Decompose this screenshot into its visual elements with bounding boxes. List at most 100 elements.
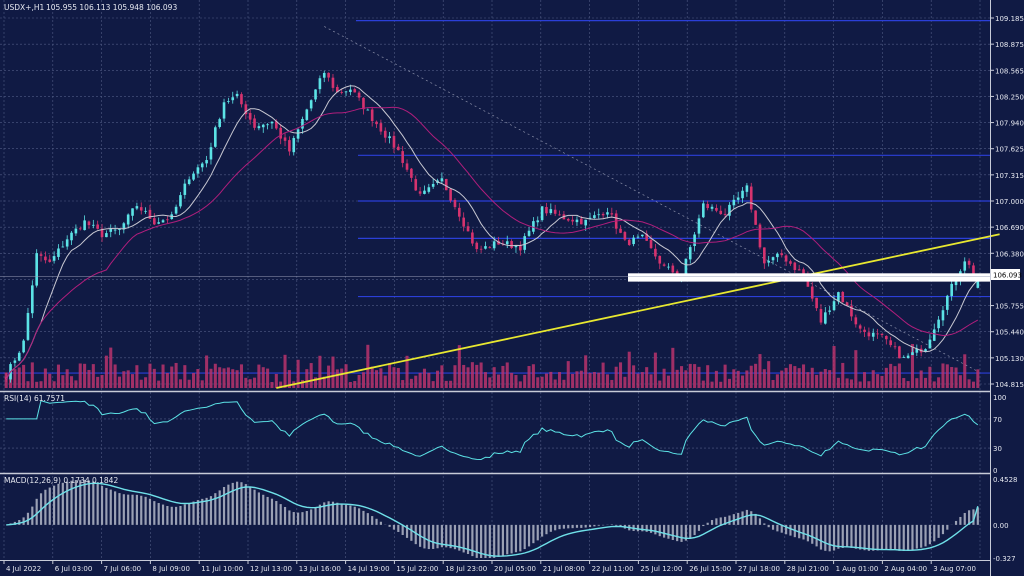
volume-bar xyxy=(889,363,893,388)
candle-body xyxy=(331,77,335,88)
volume-bar xyxy=(741,375,745,388)
time-tick-label: 7 Jul 06:00 xyxy=(104,565,142,573)
candle-body xyxy=(649,239,653,249)
volume-bar xyxy=(823,369,827,388)
macd-bar xyxy=(127,494,130,525)
macd-bar xyxy=(702,524,705,527)
volume-bar xyxy=(396,367,400,388)
macd-bar xyxy=(880,524,884,551)
volume-bar xyxy=(666,375,670,388)
volume-bar xyxy=(314,377,318,388)
macd-bar xyxy=(240,482,243,525)
macd-bar xyxy=(824,524,827,551)
candle-body xyxy=(279,127,282,139)
candle-body xyxy=(654,248,657,257)
volume-bar xyxy=(322,376,326,388)
volume-bar xyxy=(906,381,910,388)
rsi-path xyxy=(6,399,979,461)
volume-bar xyxy=(841,362,845,388)
candle-body xyxy=(532,221,535,232)
trendline[interactable] xyxy=(276,233,1000,389)
rsi-tick-label: 30 xyxy=(993,445,1002,453)
price-tick-label: 105.440 xyxy=(995,329,1024,337)
yellow-trendline[interactable] xyxy=(276,233,1000,389)
macd-bar xyxy=(153,501,156,525)
volume-bar xyxy=(87,369,91,388)
candle-body xyxy=(122,223,126,230)
macd-bar xyxy=(597,524,600,526)
volume-bar xyxy=(963,354,967,388)
volume-bar xyxy=(117,376,121,388)
macd-bar xyxy=(684,524,687,541)
candle-body xyxy=(523,236,526,250)
macd-bar xyxy=(501,524,504,556)
macd-bar xyxy=(789,524,792,536)
candle-body xyxy=(763,247,766,264)
volume-bar xyxy=(566,361,570,388)
volume-bar xyxy=(78,363,82,388)
volume-bar xyxy=(13,369,17,388)
volume-bar xyxy=(645,367,649,388)
volume-bar xyxy=(802,364,806,388)
volume-bar xyxy=(540,376,544,388)
volume-bar xyxy=(357,374,361,388)
macd-bar xyxy=(83,479,86,525)
candle-body xyxy=(92,224,95,226)
macd-bar xyxy=(323,502,326,525)
macd-bar xyxy=(954,520,958,525)
candle-body xyxy=(797,269,801,271)
volume-bar xyxy=(832,345,836,388)
macd-bar xyxy=(902,524,905,552)
macd-bar xyxy=(928,524,931,545)
volume-bar xyxy=(797,368,801,388)
macd-bar xyxy=(79,480,82,525)
volume-bar xyxy=(549,371,553,388)
candle-body xyxy=(174,206,178,214)
volume-bar xyxy=(261,367,265,388)
candle-body xyxy=(749,186,753,210)
price-tick-label: 109.185 xyxy=(995,15,1024,23)
volume-bar xyxy=(52,381,56,388)
volume-bar xyxy=(366,344,370,388)
macd-bar xyxy=(166,506,169,525)
candle-body xyxy=(828,310,831,312)
candle-body xyxy=(418,191,422,194)
candle-body xyxy=(31,285,34,314)
macd-bar xyxy=(514,524,518,553)
candle-body xyxy=(65,239,69,247)
macd-bar xyxy=(344,504,348,525)
macd-bar xyxy=(74,480,77,525)
volume-bar xyxy=(601,362,605,388)
volume-bar xyxy=(192,373,196,388)
time-tick-label: 26 Jul 15:00 xyxy=(689,565,731,573)
macd-bar xyxy=(562,524,565,529)
volume-bar xyxy=(335,369,339,388)
candle-body xyxy=(336,86,339,93)
macd-bar xyxy=(253,489,256,525)
macd-bar xyxy=(484,524,487,558)
volume-bar xyxy=(505,362,509,388)
macd-bar xyxy=(663,524,666,538)
candle-body xyxy=(885,335,888,340)
volume-bar xyxy=(588,372,592,388)
candle-body xyxy=(558,214,561,216)
candle-body xyxy=(728,204,731,216)
candle-body xyxy=(375,121,378,125)
volume-bar xyxy=(422,368,426,388)
candle-body xyxy=(248,113,252,120)
candle-body xyxy=(597,214,601,216)
volume-bar xyxy=(810,367,814,388)
candle-body xyxy=(192,173,195,180)
macd-bar xyxy=(689,524,692,539)
macd-signal-path xyxy=(6,482,979,557)
volume-bar xyxy=(131,374,135,388)
macd-bar xyxy=(231,482,234,525)
candle-body xyxy=(972,265,975,275)
candle-body xyxy=(231,97,235,101)
candle-body xyxy=(22,340,25,353)
macd-bar xyxy=(462,524,465,553)
macd-bar xyxy=(806,524,809,542)
candle-body xyxy=(118,229,121,230)
